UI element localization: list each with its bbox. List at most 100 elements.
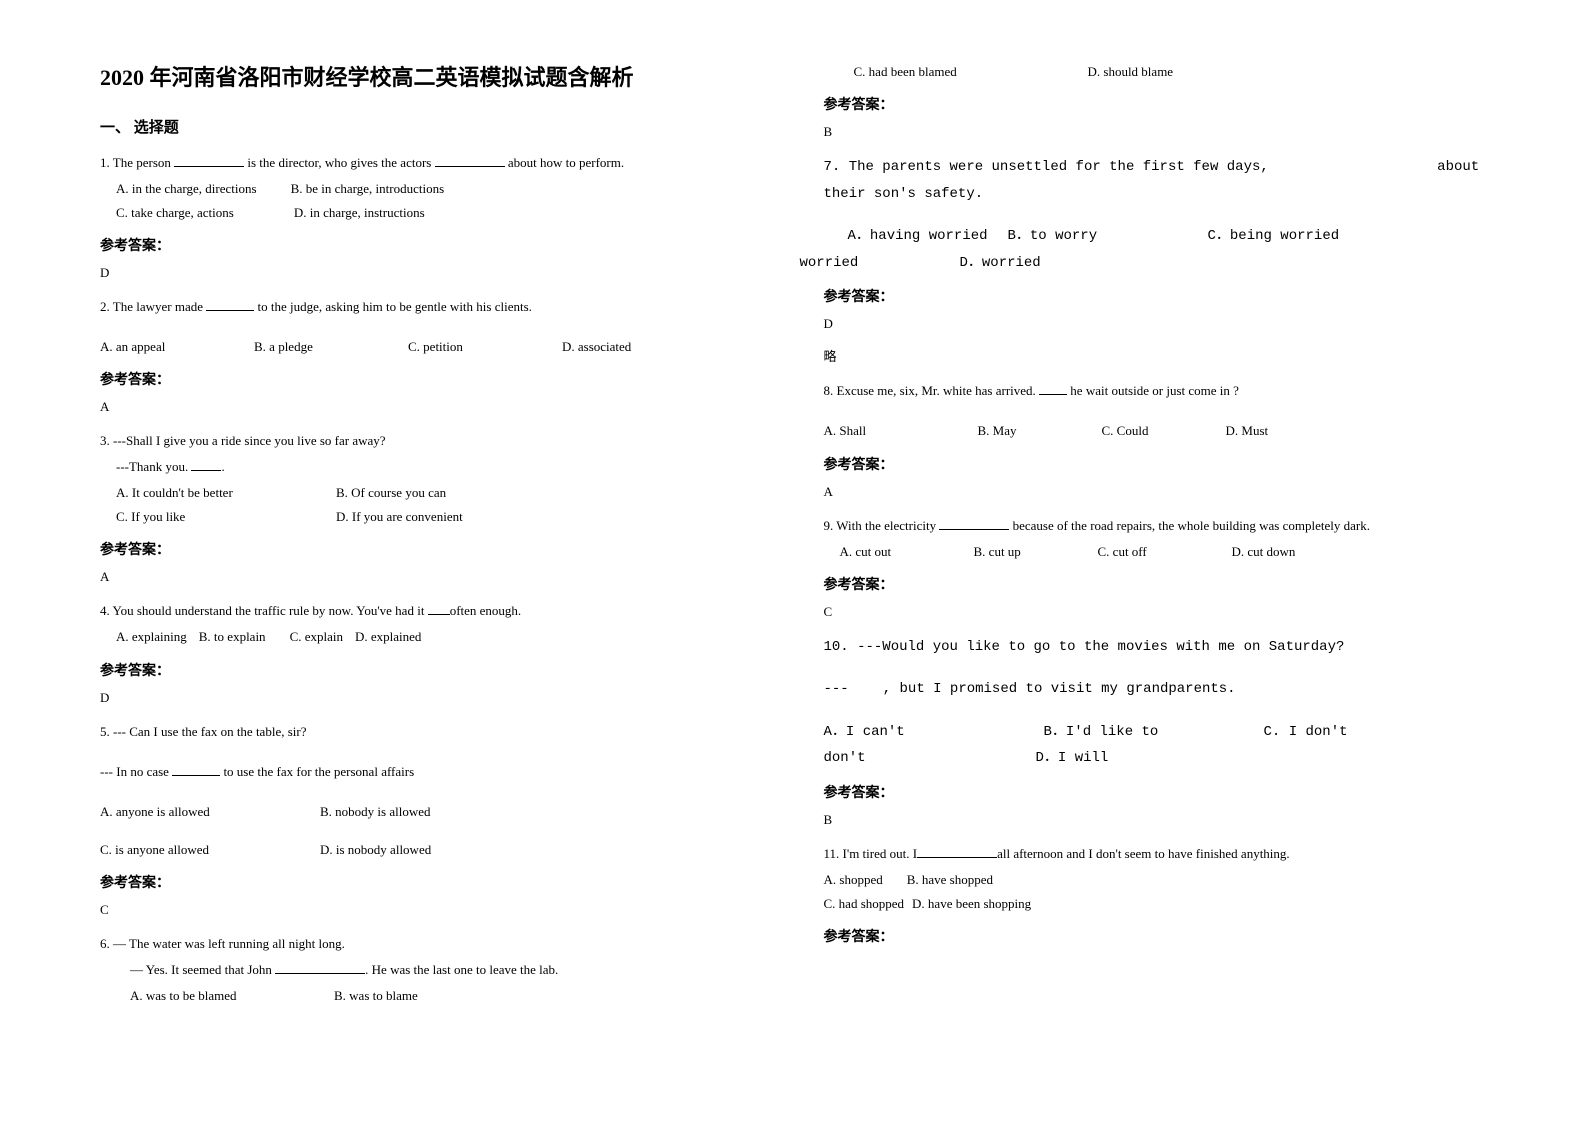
q10-answer: B [824, 812, 1488, 828]
q11-opt-d: D. have been shopping [912, 896, 1031, 911]
q7-options: A．having worriedB．to worryC．being worrie… [824, 223, 1488, 276]
q6-options-ab: A. was to be blamed B. was to blame [100, 984, 764, 1008]
q9-opt-a: A. cut out [840, 540, 940, 564]
section-heading: 一、 选择题 [100, 116, 764, 137]
q8-stem-b: he wait outside or just come in ? [1067, 383, 1239, 398]
q6-line2: — Yes. It seemed that John . He was the … [100, 958, 764, 982]
q10-opt-d: D．I will [1036, 750, 1109, 766]
q6-line2-b: . He was the last one to leave the lab. [365, 962, 558, 977]
q3-answer: A [100, 569, 764, 585]
q7-opt-a: A．having worried [848, 223, 1008, 250]
q4-answer: D [100, 690, 764, 706]
q10-line2: ---, but I promised to visit my grandpar… [824, 676, 1488, 703]
q8-opt-b: B. May [978, 419, 1068, 443]
q1-opt-b: B. be in charge, introductions [291, 181, 445, 196]
q6-answer: B [824, 124, 1488, 140]
answer-label: 参考答案： [824, 574, 1488, 594]
blank [174, 154, 244, 167]
q7-stem-a: 7. The parents were unsettled for the fi… [824, 159, 1269, 175]
q2-stem-b: to the judge, asking him to be gentle wi… [254, 299, 532, 314]
blank [275, 961, 365, 974]
blank [428, 603, 450, 616]
q9-options: A. cut out B. cut up C. cut off D. cut d… [824, 540, 1488, 564]
left-column: 2020 年河南省洛阳市财经学校高二英语模拟试题含解析 一、 选择题 1. Th… [100, 60, 764, 1008]
q8-options: A. Shall B. May C. Could D. Must [824, 419, 1488, 443]
q6-opt-c: C. had been blamed [854, 60, 1054, 84]
q1-stem: 1. The person is the director, who gives… [100, 151, 764, 175]
blank [1039, 383, 1067, 396]
q6-opt-b: B. was to blame [334, 988, 418, 1003]
answer-label: 参考答案： [824, 286, 1488, 306]
q10-options: A．I can'tB．I'd like toC. I don't don'tD．… [824, 719, 1488, 772]
q10-opt-a: A．I can't [824, 719, 1044, 746]
q11-opt-a: A. shopped [824, 872, 883, 887]
answer-label: 参考答案： [100, 369, 764, 389]
blank [172, 763, 220, 776]
q5-line1: 5. --- Can I use the fax on the table, s… [100, 720, 764, 744]
q5-line2-a: --- In no case [100, 764, 172, 779]
q1-opt-a: A. in the charge, directions [116, 181, 257, 196]
q3-opt-a: A. It couldn't be better [116, 481, 336, 505]
q4-opt-b: B. to explain [199, 625, 266, 649]
answer-label: 参考答案： [100, 539, 764, 559]
q6-opt-d: D. should blame [1088, 64, 1174, 79]
q4-stem-a: 4. You should understand the traffic rul… [100, 603, 428, 618]
q2-opt-d: D. associated [562, 335, 631, 359]
q4-stem-b: often enough. [450, 603, 521, 618]
q9-stem-a: 9. With the electricity [824, 518, 940, 533]
answer-label: 参考答案： [824, 926, 1488, 946]
q8-stem-a: 8. Excuse me, six, Mr. white has arrived… [824, 383, 1040, 398]
q9-stem: 9. With the electricity because of the r… [824, 514, 1488, 538]
q3-options: A. It couldn't be betterB. Of course you… [100, 481, 764, 529]
q10-line1: 10. ---Would you like to go to the movie… [824, 634, 1488, 661]
q7-answer: D [824, 316, 1488, 332]
q11-stem: 11. I'm tired out. Iall afternoon and I … [824, 842, 1488, 866]
blank [435, 154, 505, 167]
q7-opt-d: D．worried [960, 255, 1041, 271]
q8-opt-a: A. Shall [824, 419, 944, 443]
q3-opt-d: D. If you are convenient [336, 509, 463, 524]
answer-label: 参考答案： [824, 782, 1488, 802]
q9-opt-d: D. cut down [1232, 540, 1296, 564]
q4-stem: 4. You should understand the traffic rul… [100, 599, 764, 623]
q5-answer: C [100, 902, 764, 918]
q9-answer: C [824, 604, 1488, 620]
q5-opt-a: A. anyone is allowed [100, 800, 320, 824]
answer-label: 参考答案： [100, 660, 764, 680]
right-column: C. had been blamedD. should blame 参考答案： … [824, 60, 1488, 1008]
q1-stem-a: 1. The person [100, 155, 174, 170]
q6-line2-a: — Yes. It seemed that John [130, 962, 275, 977]
q10-line2-a: --- [824, 681, 849, 697]
q11-opt-b: B. have shopped [907, 872, 993, 887]
q5-opt-d: D. is nobody allowed [320, 842, 431, 857]
q2-opt-c: C. petition [408, 335, 528, 359]
q4-opt-d: D. explained [355, 625, 421, 649]
q7-note: 略 [824, 346, 1488, 365]
q11-stem-b: all afternoon and I don't seem to have f… [997, 846, 1290, 861]
q6-opt-a: A. was to be blamed [130, 984, 300, 1008]
q10-opt-c: C. I don't [1264, 724, 1348, 740]
q2-opt-a: A. an appeal [100, 335, 220, 359]
blank [939, 517, 1009, 530]
q8-opt-c: C. Could [1102, 419, 1192, 443]
q2-stem-a: 2. The lawyer made [100, 299, 206, 314]
q8-stem: 8. Excuse me, six, Mr. white has arrived… [824, 379, 1488, 403]
q4-options: A. explaining B. to explain C. explain D… [100, 625, 764, 649]
blank [191, 459, 221, 472]
blank [206, 298, 254, 311]
q8-opt-d: D. Must [1226, 419, 1269, 443]
q3-line2-a: ---Thank you. [116, 459, 191, 474]
q1-stem-b: is the director, who gives the actors [244, 155, 434, 170]
q9-opt-c: C. cut off [1098, 540, 1198, 564]
q1-options: A. in the charge, directions B. be in cha… [100, 177, 764, 225]
q5-opt-c: C. is anyone allowed [100, 838, 320, 862]
q6-options-cd: C. had been blamed D. should blame [824, 60, 1488, 84]
answer-label: 参考答案： [824, 94, 1488, 114]
page: 2020 年河南省洛阳市财经学校高二英语模拟试题含解析 一、 选择题 1. Th… [0, 0, 1587, 1068]
q5-options: A. anyone is allowedB. nobody is allowed… [100, 800, 764, 862]
q10-opt-b: B．I'd like to [1044, 719, 1264, 746]
q9-stem-b: because of the road repairs, the whole b… [1009, 518, 1370, 533]
q2-options: A. an appeal B. a pledge C. petition D. … [100, 335, 764, 359]
q2-opt-b: B. a pledge [254, 335, 374, 359]
q5-line2-b: to use the fax for the personal affairs [220, 764, 414, 779]
